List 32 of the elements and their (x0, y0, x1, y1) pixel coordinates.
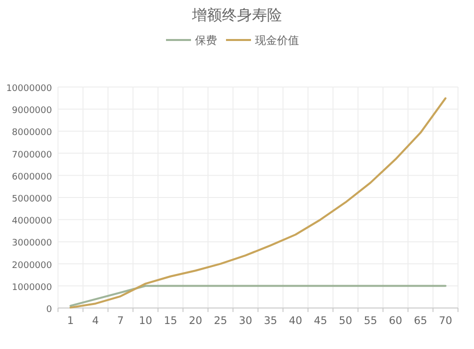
y-tick-label: 4000000 (12, 216, 52, 227)
x-tick-label: 10 (138, 315, 152, 327)
x-tick-label: 1 (67, 315, 74, 327)
y-tick-label: 0 (46, 305, 52, 315)
y-tick-label: 5000000 (12, 194, 52, 204)
chart-title: 增额终身寿险 (191, 6, 282, 24)
x-tick-label: 15 (164, 315, 178, 327)
y-tick-label: 10000000 (6, 84, 52, 94)
y-tick-label: 9000000 (12, 106, 52, 116)
x-tick-label: 45 (314, 315, 328, 327)
line-series (70, 97, 446, 309)
y-tick-label: 6000000 (12, 172, 52, 182)
x-tick-label: 50 (338, 315, 352, 327)
x-tick-label: 35 (264, 315, 278, 327)
x-tick-label: 25 (214, 315, 228, 327)
x-tick-label: 7 (117, 315, 124, 327)
x-tick-label: 30 (238, 315, 252, 327)
y-tick-label: 3000000 (12, 238, 52, 249)
x-tick-label: 65 (414, 315, 428, 327)
y-tick-label: 8000000 (12, 128, 52, 138)
y-tick-label: 1000000 (12, 282, 52, 293)
x-tick-label: 4 (92, 315, 100, 327)
legend-label: 保费 (195, 34, 217, 47)
legend-label: 现金价值 (255, 34, 299, 47)
x-tick-label: 55 (364, 315, 378, 327)
line-series (70, 284, 446, 307)
x-tick-label: 20 (188, 315, 202, 327)
x-tick-label: 70 (438, 315, 452, 327)
x-tick-label: 40 (288, 315, 302, 327)
x-tick-label: 60 (388, 315, 402, 327)
y-tick-label: 2000000 (12, 260, 52, 271)
y-tick-label: 7000000 (12, 150, 52, 160)
